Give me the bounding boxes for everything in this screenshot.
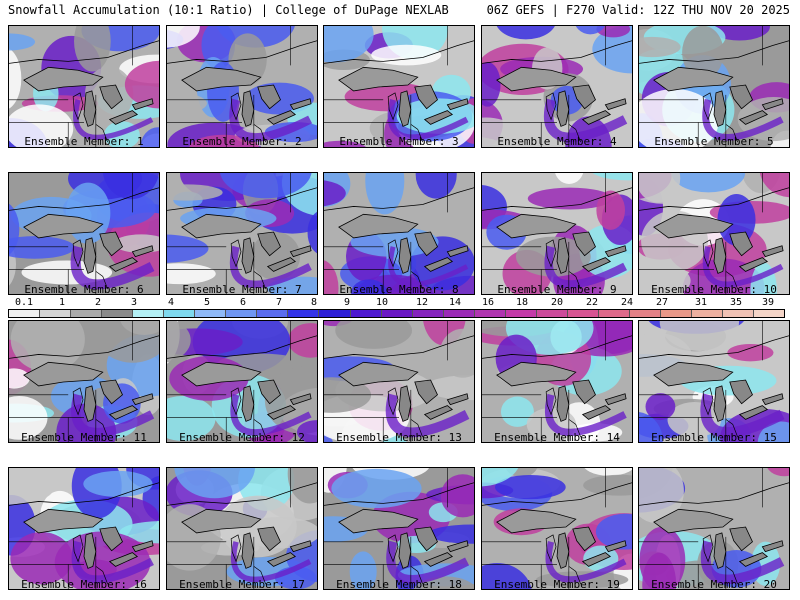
ensemble-member-label: Ensemble Member: 1 [24, 135, 144, 148]
ensemble-member-label: Ensemble Member: 17 [179, 578, 305, 591]
ensemble-map-18 [323, 467, 475, 590]
ensemble-member-label: Ensemble Member: 3 [339, 135, 459, 148]
colorbar-swatch [505, 310, 537, 317]
colorbar-label: 8 [310, 297, 318, 308]
colorbar-swatch [319, 310, 351, 317]
colorbar-swatch [350, 310, 382, 317]
colorbar-swatch [660, 310, 693, 317]
colorbar-swatch [754, 310, 785, 317]
ensemble-member-label: Ensemble Member: 19 [494, 578, 620, 591]
colorbar-label: 14 [448, 297, 462, 308]
colorbar-swatch [692, 310, 724, 317]
ensemble-map-13 [323, 320, 475, 443]
ensemble-map-1 [8, 25, 160, 148]
colorbar-label: 0.1 [14, 297, 34, 308]
ensemble-member-label: Ensemble Member: 8 [339, 283, 459, 296]
colorbar-swatch [598, 310, 630, 317]
colorbar-label: 20 [550, 297, 564, 308]
colorbar-label: 1 [58, 297, 66, 308]
ensemble-map-4 [481, 25, 633, 148]
ensemble-map-9 [481, 172, 633, 295]
colorbar-label: 2 [94, 297, 102, 308]
colorbar-swatch [40, 310, 72, 317]
colorbar-swatch [288, 310, 320, 317]
colorbar-swatch [195, 310, 227, 317]
ensemble-map-14 [481, 320, 633, 443]
ensemble-map-15 [638, 320, 790, 443]
ensemble-member-label: Ensemble Member: 14 [494, 431, 620, 444]
ensemble-map-7 [166, 172, 318, 295]
colorbar-label: 10 [375, 297, 389, 308]
colorbar-label: 27 [655, 297, 669, 308]
colorbar-label: 31 [694, 297, 708, 308]
ensemble-member-label: Ensemble Member: 7 [182, 283, 302, 296]
ensemble-map-16 [8, 467, 160, 590]
colorbar-swatch [723, 310, 755, 317]
ensemble-member-label: Ensemble Member: 6 [24, 283, 144, 296]
ensemble-map-6 [8, 172, 160, 295]
run-valid-time: 06Z GEFS | F270 Valid: 12Z THU NOV 20 20… [486, 3, 790, 17]
ensemble-map-5 [638, 25, 790, 148]
colorbar-label: 39 [761, 297, 775, 308]
colorbar-label: 16 [481, 297, 495, 308]
ensemble-member-label: Ensemble Member: 13 [336, 431, 462, 444]
colorbar-swatch [536, 310, 568, 317]
ensemble-member-label: Ensemble Member: 5 [654, 135, 774, 148]
ensemble-map-19 [481, 467, 633, 590]
colorbar-swatch [443, 310, 475, 317]
colorbar-swatch [164, 310, 196, 317]
colorbar-label: 18 [515, 297, 529, 308]
ensemble-member-label: Ensemble Member: 18 [336, 578, 462, 591]
colorbar-label: 4 [167, 297, 175, 308]
colorbar-label: 7 [275, 297, 283, 308]
ensemble-member-label: Ensemble Member: 9 [497, 283, 617, 296]
colorbar-swatch [9, 310, 41, 317]
ensemble-member-label: Ensemble Member: 20 [651, 578, 777, 591]
colorbar-label: 6 [239, 297, 247, 308]
colorbar-label: 24 [620, 297, 634, 308]
colorbar-swatch [412, 310, 444, 317]
ensemble-map-17 [166, 467, 318, 590]
ensemble-map-2 [166, 25, 318, 148]
colorbar-label: 3 [130, 297, 138, 308]
colorbar-swatch [71, 310, 103, 317]
colorbar-swatch [257, 310, 289, 317]
colorbar-label: 35 [729, 297, 743, 308]
colorbar-label: 9 [343, 297, 351, 308]
ensemble-member-label: Ensemble Member: 10 [651, 283, 777, 296]
colorbar-swatch [381, 310, 413, 317]
colorbar-label: 22 [585, 297, 599, 308]
ensemble-map-11 [8, 320, 160, 443]
ensemble-map-20 [638, 467, 790, 590]
colorbar-label: 5 [203, 297, 211, 308]
ensemble-map-3 [323, 25, 475, 148]
colorbar-swatch [102, 310, 134, 317]
product-title: Snowfall Accumulation (10:1 Ratio) | Col… [8, 3, 449, 17]
snowfall-colorbar [8, 309, 785, 318]
ensemble-map-10 [638, 172, 790, 295]
colorbar-swatch [567, 310, 599, 317]
colorbar-swatch [226, 310, 258, 317]
colorbar-swatch [474, 310, 506, 317]
ensemble-member-label: Ensemble Member: 11 [21, 431, 147, 444]
ensemble-member-label: Ensemble Member: 15 [651, 431, 777, 444]
colorbar-swatch [629, 310, 661, 317]
colorbar-label: 12 [415, 297, 429, 308]
ensemble-map-8 [323, 172, 475, 295]
ensemble-member-label: Ensemble Member: 12 [179, 431, 305, 444]
colorbar-swatch [133, 310, 165, 317]
ensemble-member-label: Ensemble Member: 2 [182, 135, 302, 148]
ensemble-map-12 [166, 320, 318, 443]
ensemble-member-label: Ensemble Member: 4 [497, 135, 617, 148]
ensemble-member-label: Ensemble Member: 16 [21, 578, 147, 591]
